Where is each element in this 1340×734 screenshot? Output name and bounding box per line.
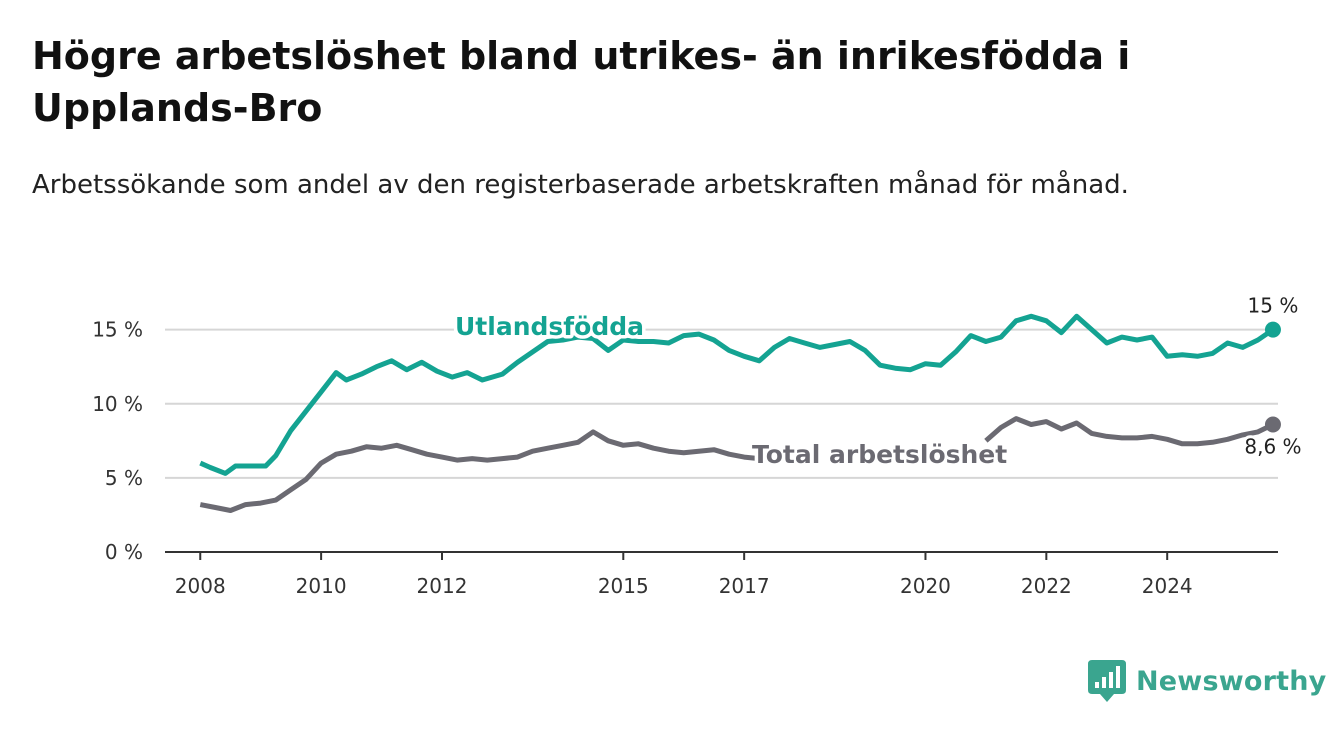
series-end-marker-total [1264,416,1281,433]
x-tick-label: 2012 [417,574,468,598]
x-axis: 2008 2010 2012 2015 2017 2020 2022 2024 [165,551,1278,598]
series-line-foreign [199,313,1275,476]
x-tick-label: 2010 [296,574,347,598]
chart-title: Högre arbetslöshet bland utrikes- än inr… [32,34,1131,130]
y-tick-label: 10 % [92,392,143,416]
series-label-total: Total arbetslöshet [752,440,1007,469]
series-end-marker-foreign [1264,321,1281,338]
end-value-label-foreign: 15 % [1248,294,1299,318]
y-axis-ticks: 0 % 5 % 10 % 15 % [92,318,143,564]
y-tick-label: 0 % [105,540,143,564]
x-tick-label: 2017 [719,574,770,598]
series-label-foreign: Utlandsfödda [455,312,644,341]
series-lines [199,313,1281,513]
x-tick-label: 2020 [900,574,951,598]
y-tick-label: 15 % [92,318,143,342]
x-tick-label: 2022 [1021,574,1072,598]
series-labels: Utlandsfödda Total arbetslöshet 15 % 8,6 % [452,291,1305,473]
x-tick-label: 2008 [175,574,226,598]
x-tick-label: 2024 [1142,574,1193,598]
bar-chart-logo-icon [1088,660,1126,702]
series-line-total-late [984,416,1275,447]
end-value-label-total: 8,6 % [1244,435,1301,459]
x-tick-label: 2015 [598,574,649,598]
line-chart: 0 %5 %10 %15 % 2008 2010 2012 2015 2017 2020 2… [92,291,1305,598]
y-tick-label: 5 % [105,466,143,490]
chart-subtitle: Arbetssökande som andel av den registerb… [32,170,1129,200]
brand-name: Newsworthy [1136,665,1327,697]
newsworthy-brand[interactable]: Newsworthy [1088,660,1326,702]
series-line-total [199,429,775,513]
